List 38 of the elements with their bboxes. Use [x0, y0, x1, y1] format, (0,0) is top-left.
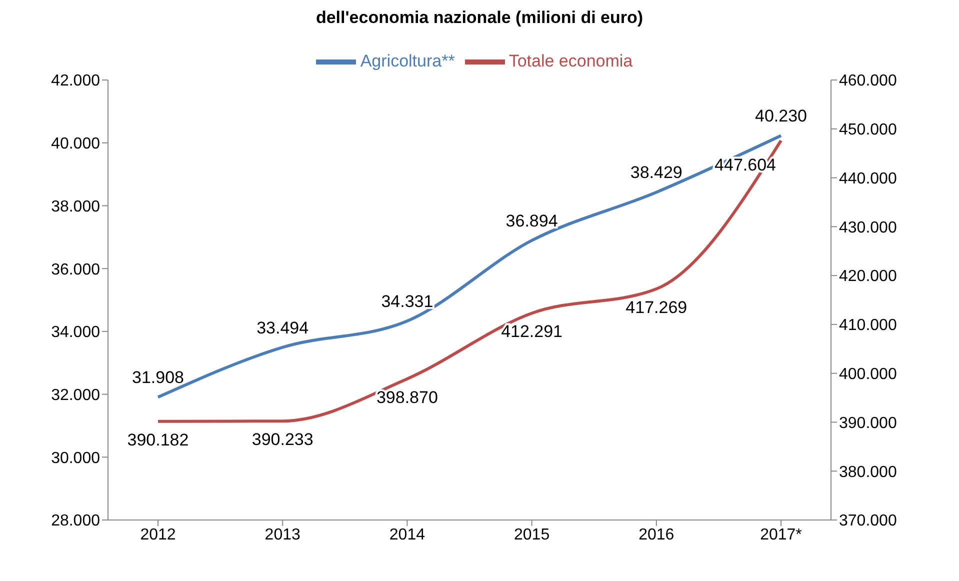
y-tick-label: 34.000 [51, 324, 100, 342]
x-tick-label: 2013 [264, 526, 300, 544]
y-tick-label: 42.000 [51, 72, 100, 90]
x-tick-label: 2014 [389, 526, 426, 544]
data-label: 38.429 [630, 163, 682, 182]
y2-tick-label: 440.000 [839, 170, 897, 188]
data-label: 417.269 [626, 298, 688, 317]
y-tick-label: 40.000 [51, 136, 100, 153]
x-tick-label: 2015 [514, 526, 550, 544]
x-tick-label: 2016 [638, 526, 674, 544]
data-label: 33.494 [256, 318, 309, 338]
y2-tick-label: 430.000 [839, 219, 897, 236]
y2-tick-label: 370.000 [839, 512, 897, 530]
y-tick-label: 30.000 [51, 450, 100, 467]
y2-tick-label: 400.000 [839, 366, 897, 384]
y2-tick-label: 390.000 [839, 414, 897, 432]
y2-tick-label: 420.000 [839, 268, 897, 286]
y2-tick-label: 410.000 [839, 317, 897, 334]
data-label: 390.182 [127, 430, 189, 450]
data-label: 40.230 [755, 106, 807, 126]
data-label: 412.291 [501, 322, 563, 342]
data-label: 34.331 [381, 292, 434, 312]
x-tick-label: 2012 [140, 526, 176, 544]
x-tick-label: 2017* [760, 526, 802, 544]
data-label: 390.233 [252, 430, 314, 450]
y-tick-label: 32.000 [51, 386, 100, 404]
y2-tick-label: 460.000 [839, 72, 897, 90]
legend-label: Agricoltura** [360, 51, 455, 70]
data-label: 36.894 [506, 211, 558, 230]
chart-title: dell'economia nazionale (milioni di euro) [314, 8, 644, 29]
y-tick-label: 28.000 [51, 512, 100, 530]
data-label: 398.870 [376, 388, 438, 407]
y-tick-label: 38.000 [51, 198, 100, 216]
legend-label: Totale economia [508, 51, 633, 70]
y2-tick-label: 450.000 [839, 122, 897, 139]
y2-tick-label: 380.000 [839, 464, 897, 481]
y-tick-label: 36.000 [51, 261, 100, 278]
data-label: 31.908 [132, 368, 184, 388]
